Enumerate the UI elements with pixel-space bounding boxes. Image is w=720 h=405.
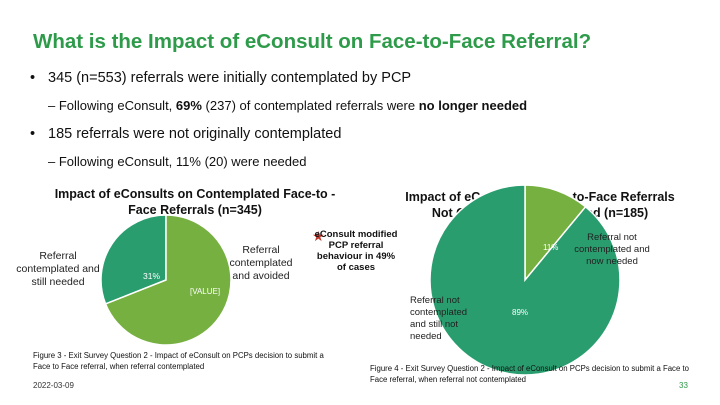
right-label-now-needed: Referral not contemplated and now needed	[574, 232, 650, 267]
left-label-avoided: Referral contemplated and avoided	[229, 244, 293, 282]
slide-date: 2022-03-09	[33, 381, 74, 390]
sub-bullet-1-pct: 69%	[175, 98, 202, 113]
sub-bullet-1-prefix: – Following eConsult,	[48, 98, 176, 113]
sub-bullet-2: – Following eConsult, 11% (20) were need…	[48, 154, 307, 169]
sub-bullet-1: – Following eConsult, 69% (237) of conte…	[48, 98, 527, 113]
page-number: 33	[679, 381, 688, 390]
annotation-note: eConsult modified PCP referral behaviour…	[314, 229, 398, 273]
bullet-2: • 185 referrals were not originally conte…	[30, 126, 341, 142]
bullet-dot: •	[30, 126, 36, 142]
left-pct-large: [VALUE]	[190, 287, 221, 296]
pie-slice-1	[100, 214, 167, 305]
bullet-1-text: 345 (n=553) referrals were initially con…	[48, 70, 412, 86]
right-figure-caption: Figure 4 - Exit Survey Question 2 - Impa…	[370, 364, 689, 384]
bullet-1: • 345 (n=553) referrals were initially co…	[30, 70, 411, 86]
left-pie-chart	[100, 214, 232, 346]
left-pct-small: 31%	[143, 271, 161, 281]
right-label-still-not-needed: Referral not contemplated and still not …	[410, 295, 468, 342]
bullet-2-text: 185 referrals were not originally contem…	[48, 126, 342, 142]
star-icon: ★	[312, 228, 325, 244]
right-pct-small: 11%	[543, 243, 559, 252]
bullet-dot: •	[30, 70, 36, 86]
left-figure-caption: Figure 3 - Exit Survey Question 2 - Impa…	[33, 351, 324, 371]
right-pct-large: 89%	[512, 308, 529, 317]
pie-slice-1	[524, 184, 587, 283]
right-pie-chart	[429, 184, 621, 376]
left-chart-title: Impact of eConsults on Contemplated Face…	[54, 187, 336, 217]
left-label-still-needed: Referral contemplated and still needed	[16, 250, 100, 288]
sub-bullet-1-emphasis: no longer needed	[418, 98, 528, 113]
pie-slice-2	[104, 214, 232, 346]
sub-bullet-1-mid: (237) of contemplated referrals were	[201, 98, 419, 113]
pie-slice-2	[429, 184, 621, 376]
slide-title: What is the Impact of eConsult on Face-t…	[33, 30, 592, 53]
